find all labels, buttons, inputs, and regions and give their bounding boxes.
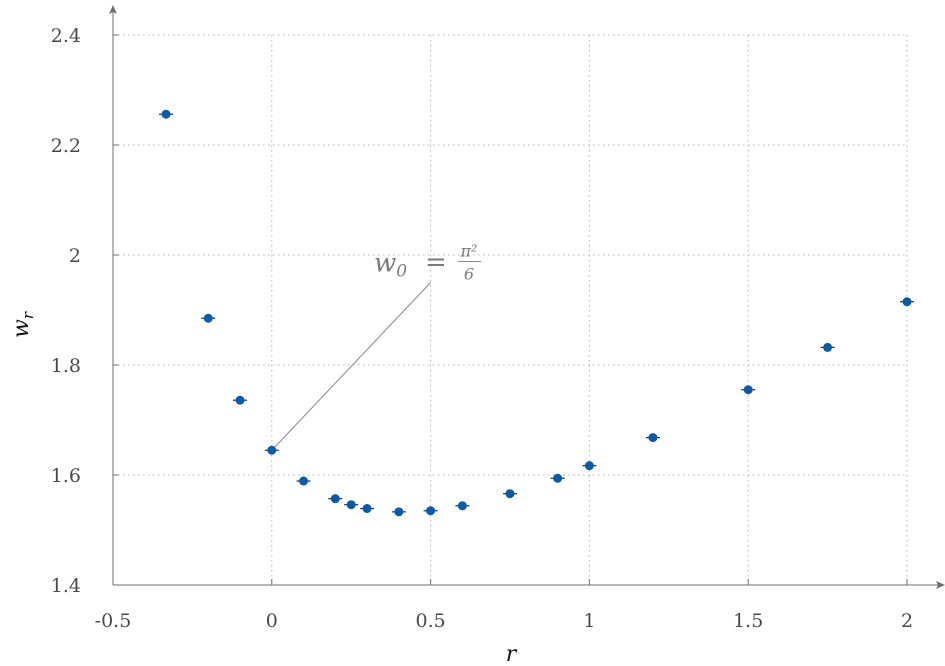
data-point [299, 476, 309, 486]
x-axis-label: r [506, 642, 518, 666]
data-point [426, 506, 436, 516]
data-point [648, 433, 658, 443]
ticks: -0.5 0 0.5 1 1.5 2 1.4 1.6 1.8 2 2.2 2.4 [51, 25, 913, 632]
axes [109, 5, 945, 589]
annotation-fraction-denominator: 6 [464, 265, 474, 284]
data-point [823, 342, 833, 352]
x-tick-label: 1 [583, 610, 595, 632]
annotation-lhs-main: w [374, 249, 396, 279]
annotation-equals: = [425, 248, 447, 278]
data-point [457, 501, 467, 511]
data-point [505, 489, 515, 499]
y-axis-label: wr [9, 311, 37, 338]
x-tick-label: 0 [266, 610, 278, 632]
annotation-pointer-line [271, 282, 431, 451]
y-tick-label: 1.6 [51, 465, 81, 487]
data-point [235, 395, 245, 405]
data-point [902, 297, 912, 307]
x-axis-arrow-icon [936, 581, 945, 589]
data-point [743, 385, 753, 395]
y-axis-label-sub: r [19, 311, 37, 319]
x-tick-label: -0.5 [95, 610, 132, 632]
x-tick-label: 2 [901, 610, 913, 632]
data-point [584, 461, 594, 471]
data-point [267, 445, 277, 455]
data-points [159, 109, 914, 517]
y-tick-label: 2 [69, 245, 81, 267]
data-point [161, 109, 171, 119]
y-tick-label: 2.2 [51, 135, 81, 157]
annotation: w0 = π² 6 [271, 242, 481, 451]
y-axis-arrow-icon [109, 5, 117, 14]
y-tick-label: 2.4 [51, 25, 81, 47]
data-point [362, 504, 372, 514]
annotation-lhs-sub: 0 [396, 262, 407, 282]
data-point [203, 313, 213, 323]
data-point [394, 507, 404, 517]
x-tick-label: 1.5 [733, 610, 763, 632]
y-axis-label-main: w [9, 319, 34, 338]
grid [113, 34, 908, 585]
data-point [330, 494, 340, 504]
annotation-lhs: w0 [374, 249, 407, 282]
y-tick-label: 1.4 [51, 575, 81, 597]
y-tick-label: 1.8 [51, 355, 81, 377]
data-point [553, 473, 563, 483]
x-tick-label: 0.5 [415, 610, 445, 632]
data-point [346, 500, 356, 510]
annotation-fraction-numerator: π² [460, 242, 478, 261]
